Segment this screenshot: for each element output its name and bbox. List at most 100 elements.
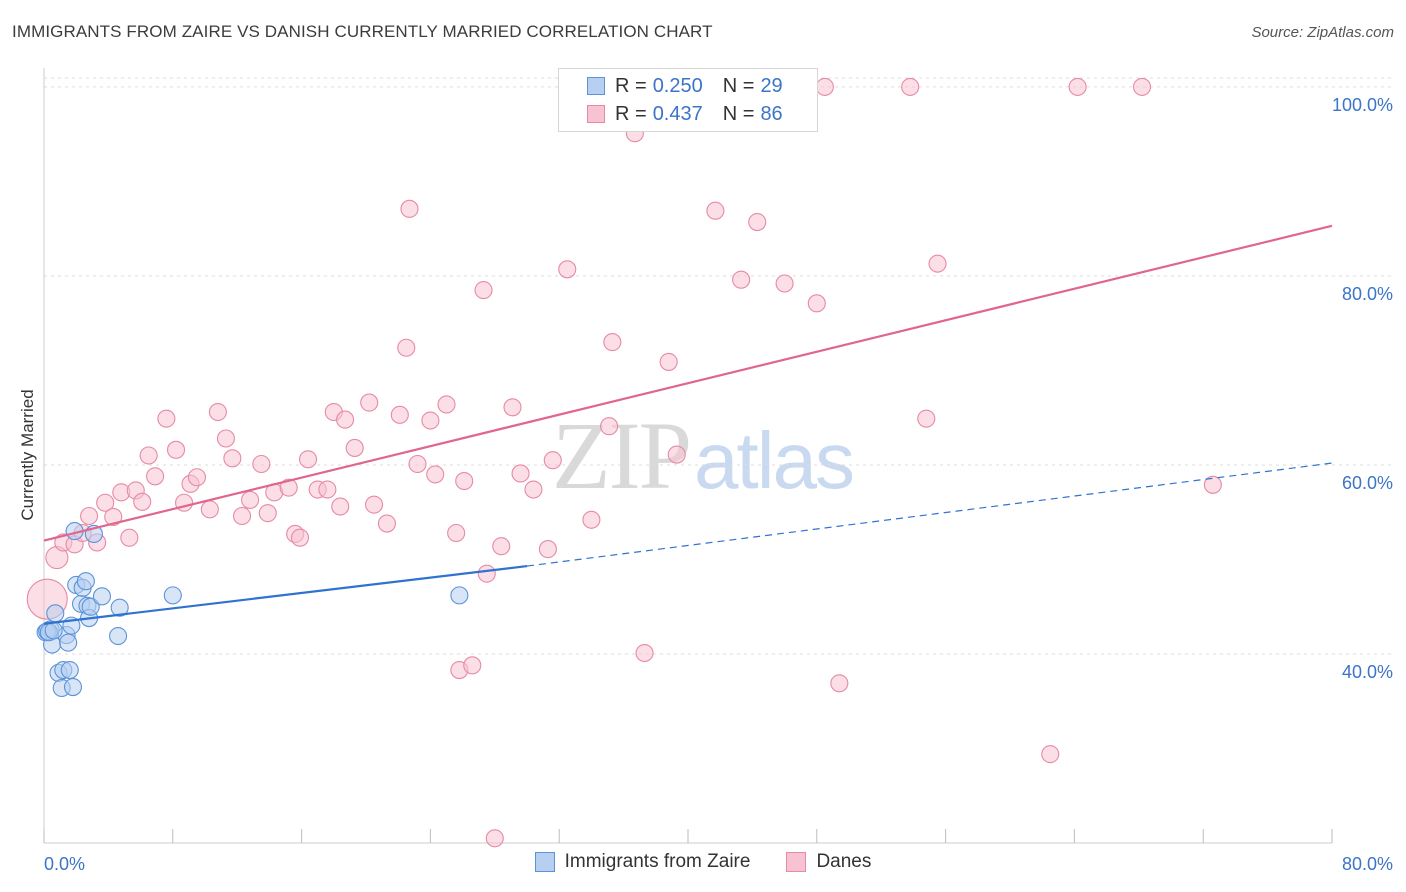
trend-lines [43, 224, 1333, 625]
danes-point [455, 471, 474, 491]
danes-point [408, 454, 427, 474]
r-key: R = [615, 74, 647, 97]
danes-point [390, 405, 409, 424]
danes-point [241, 490, 260, 509]
x-tick-label: 0.0% [44, 854, 85, 874]
danes-point [146, 467, 165, 486]
danes-point [96, 493, 115, 512]
watermark-atlas: atlas [694, 416, 855, 505]
danes-point [603, 333, 622, 352]
danes-point [447, 523, 466, 543]
stats-legend: R = 0.250 N = 29 R = 0.437 N = 86 [558, 68, 818, 132]
r-key: R = [615, 102, 647, 125]
danes-point [463, 656, 482, 675]
legend-item-zaire[interactable]: Immigrants from Zaire [534, 851, 751, 873]
grid-lines [44, 77, 1392, 655]
zaire-point [59, 633, 78, 652]
zaire-point [60, 660, 79, 680]
series-legend: Immigrants from Zaire Danes [0, 851, 1406, 873]
danes-point [477, 564, 496, 583]
source-label: Source: ZipAtlas.com [1251, 24, 1394, 41]
danes-point [104, 507, 123, 526]
zaire-point [44, 621, 63, 640]
danes-point [538, 540, 557, 559]
danes-point [166, 440, 186, 459]
zaire-trend-extension [526, 462, 1333, 567]
danes-point [336, 410, 355, 429]
zaire-point [63, 678, 83, 697]
danes-point [318, 480, 337, 499]
danes-point [732, 270, 751, 289]
danes-point [208, 402, 227, 422]
zaire-point [450, 586, 469, 605]
danes-point [200, 500, 219, 519]
zaire-point [109, 626, 128, 646]
danes-point [426, 465, 445, 484]
y-tick-label: 80.0% [1342, 284, 1393, 304]
zaire-point [163, 586, 182, 605]
danes-point [331, 497, 350, 516]
legend-label: Immigrants from Zaire [564, 851, 751, 872]
legend-item-danes[interactable]: Danes [786, 851, 871, 873]
legend-label: Danes [816, 851, 872, 872]
danes-point [807, 294, 826, 313]
danes-point [582, 510, 601, 529]
danes-point [928, 254, 947, 273]
danes-trend-line [43, 224, 1333, 542]
zaire-legend-swatch-icon [534, 852, 555, 872]
danes-point [830, 674, 849, 693]
watermark: ZIPatlas [552, 400, 855, 511]
danes-point [775, 274, 794, 293]
danes-point [360, 393, 379, 412]
stats-row-danes: R = 0.437 N = 86 [587, 101, 783, 127]
danes-point [667, 445, 686, 464]
danes-point [492, 537, 511, 556]
danes-point [706, 201, 725, 220]
y-tick-label: 40.0% [1342, 662, 1393, 682]
danes-point [558, 260, 577, 279]
danes-point [503, 398, 522, 417]
y-tick-label: 100.0% [1332, 95, 1393, 115]
danes-point [659, 352, 678, 371]
danes-point [815, 77, 834, 96]
n-key: N = [722, 102, 755, 125]
danes-point [187, 468, 206, 487]
danes-point [232, 506, 252, 526]
danes-point [600, 417, 619, 436]
n-key: N = [722, 74, 755, 97]
danes-point [279, 478, 298, 497]
zaire-point [110, 598, 129, 617]
danes-point [258, 504, 277, 523]
danes-point [139, 446, 158, 465]
danes-point [345, 438, 364, 457]
chart-title: IMMIGRANTS FROM ZAIRE VS DANISH CURRENTL… [12, 22, 713, 41]
danes-point [901, 77, 920, 96]
r-value: 0.437 [652, 102, 703, 125]
danes-point [1041, 745, 1060, 764]
zaire-trend-line [43, 564, 528, 625]
danes-point [397, 338, 416, 357]
danes-point [223, 449, 242, 468]
x-ticks [43, 829, 1333, 843]
danes-point [917, 409, 936, 428]
danes-point [157, 409, 176, 428]
y-axis-label: Currently Married [18, 389, 37, 520]
danes-point [252, 454, 271, 474]
danes-legend-swatch-icon [786, 852, 807, 872]
danes-point [377, 514, 396, 533]
danes-point [485, 829, 504, 848]
stats-row-zaire: R = 0.250 N = 29 [587, 73, 783, 99]
zaire-point [81, 597, 100, 616]
danes-point [421, 411, 440, 430]
danes-point [511, 464, 530, 483]
zaire-point [92, 587, 112, 606]
danes-point [543, 451, 562, 470]
danes-point [437, 395, 456, 414]
danes-point [290, 528, 310, 547]
y-tick-label: 60.0% [1342, 473, 1393, 493]
danes-point [400, 199, 419, 218]
danes-point [133, 492, 152, 511]
x-tick-label: 80.0% [1342, 854, 1393, 874]
zaire-swatch-icon [587, 77, 605, 95]
